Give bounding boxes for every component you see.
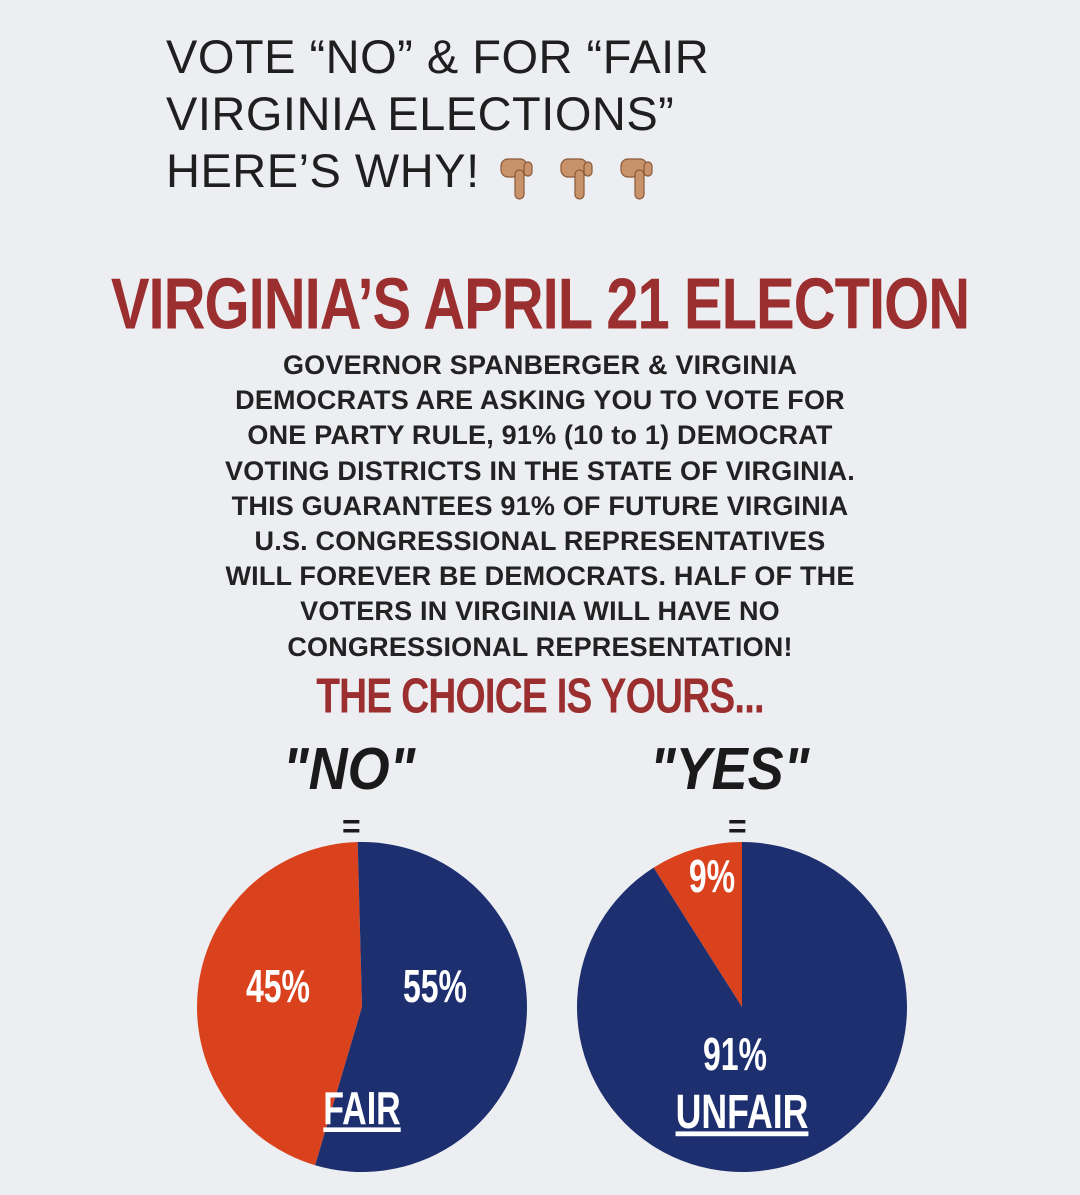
pie-slice — [197, 842, 362, 1166]
body-line: ONE PARTY RULE, 91% (10 to 1) DEMOCRAT — [247, 420, 833, 451]
election-title: VIRGINIA’S APRIL 21 ELECTION — [110, 263, 970, 345]
body-line: WILL FOREVER BE DEMOCRATS. HALF OF THE — [225, 561, 855, 592]
body-line: THIS GUARANTEES 91% OF FUTURE VIRGINIA — [231, 490, 849, 521]
pie-slice-label: 91% — [703, 1029, 767, 1080]
body-line: U.S. CONGRESSIONAL REPRESENTATIVES — [254, 526, 826, 557]
option-no-label: "NO" — [283, 736, 416, 802]
pointing-down-hand-icon — [500, 158, 533, 200]
headline-line-1: VOTE “NO” & FOR “FAIR — [166, 30, 710, 83]
headline-line-2: VIRGINIA ELECTIONS” — [166, 87, 675, 140]
pointing-down-hand-icon — [620, 158, 653, 200]
pie-slice — [315, 842, 527, 1172]
pie-slice-label: 55% — [403, 961, 467, 1012]
pointing-down-hand-icon — [560, 158, 593, 200]
body-line: CONGRESSIONAL REPRESENTATION! — [287, 631, 793, 662]
body-line: DEMOCRATS ARE ASKING YOU TO VOTE FOR — [235, 385, 845, 416]
body-line: VOTING DISTRICTS IN THE STATE OF VIRGINI… — [225, 455, 855, 486]
body-line: GOVERNOR SPANBERGER & VIRGINIA — [282, 350, 798, 380]
pie-slice-label: 9% — [689, 851, 735, 902]
pie-slice — [577, 842, 908, 1172]
option-yes-label: "YES" — [650, 736, 810, 802]
pointing-hands — [498, 146, 678, 203]
headline-line-3: HERE’S WHY! — [166, 142, 926, 203]
pie-caption: UNFAIR — [676, 1085, 809, 1138]
body-text: GOVERNOR SPANBERGER & VIRGINIA DEMOCRATS… — [0, 348, 1080, 665]
pie-chart-no: 45% 55% FAIR — [197, 842, 527, 1172]
option-yes-equals: = — [728, 808, 747, 844]
pie-chart-yes: 9% 91%UNFAIR — [577, 842, 908, 1172]
option-no-equals: = — [342, 808, 361, 844]
pie-slice — [653, 842, 742, 1007]
pie-caption: FAIR — [323, 1082, 400, 1134]
choice-heading: THE CHOICE IS YOURS... — [316, 670, 765, 724]
pie-slice-label: 45% — [246, 961, 310, 1012]
headline: VOTE “NO” & FOR “FAIR VIRGINIA ELECTIONS… — [166, 28, 926, 203]
headline-line-3-text: HERE’S WHY! — [166, 144, 480, 197]
body-line: VOTERS IN VIRGINIA WILL HAVE NO — [300, 596, 780, 627]
